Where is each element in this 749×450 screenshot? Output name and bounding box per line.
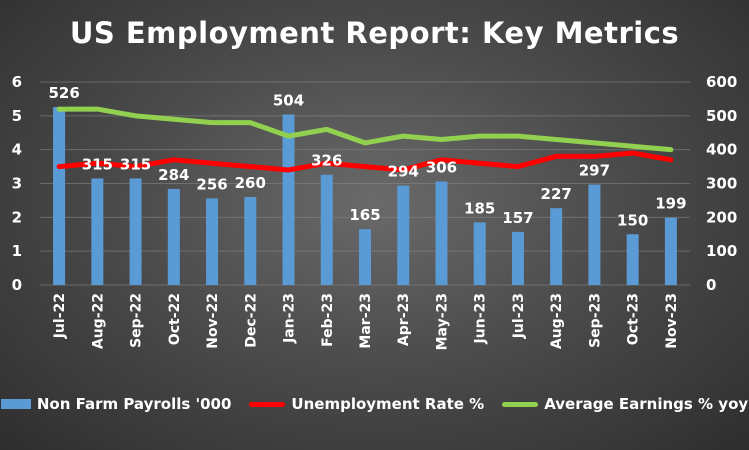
bar-data-label: 284 (158, 166, 189, 184)
bar (664, 217, 677, 285)
legend-item-unemployment: Unemployment Rate % (249, 395, 484, 413)
bar (473, 222, 486, 285)
bar-data-label: 315 (82, 155, 113, 173)
right-axis-tick: 200 (706, 208, 737, 226)
category-label: May-23 (434, 293, 450, 350)
bar-data-label: 227 (541, 185, 572, 203)
category-label: Sep-22 (129, 293, 145, 348)
bar (91, 178, 104, 285)
bar-data-label: 306 (426, 158, 457, 176)
bar-data-label: 297 (579, 162, 610, 180)
bar (626, 234, 639, 285)
bar (359, 229, 371, 285)
category-label: Dec-22 (243, 293, 259, 348)
left-axis-tick: 1 (12, 242, 22, 260)
bar-data-label: 199 (655, 195, 686, 213)
right-axis-tick: 400 (706, 141, 737, 159)
bar (129, 178, 142, 285)
bar (320, 174, 333, 285)
bar (167, 188, 180, 285)
bar-data-label: 150 (617, 211, 648, 229)
category-label: Jun-23 (473, 293, 489, 344)
bar-data-label: 504 (273, 91, 304, 109)
bar-data-label: 157 (502, 209, 533, 227)
category-label: Jan-23 (282, 293, 298, 344)
right-axis-tick: 300 (706, 175, 737, 193)
category-label: Jul-22 (52, 293, 68, 339)
bar (550, 208, 563, 285)
right-axis-tick: 500 (706, 107, 737, 125)
legend-label-earnings: Average Earnings % yoy (544, 395, 749, 413)
legend-label-payrolls: Non Farm Payrolls '000 (36, 395, 232, 413)
unemployment-line (56, 150, 674, 173)
left-axis-tick: 5 (12, 107, 22, 125)
bar-data-label: 326 (311, 152, 342, 170)
right-axis-tick: 600 (706, 73, 737, 91)
category-label: Jul-23 (511, 293, 527, 339)
bar (53, 107, 66, 285)
category-label: Sep-23 (587, 293, 603, 348)
left-axis-tick: 4 (12, 141, 22, 159)
bar (397, 185, 410, 285)
left-axis-tick: 3 (12, 175, 22, 193)
category-label: Mar-23 (358, 293, 374, 349)
right-axis-tick: 100 (706, 242, 737, 260)
category-label: Aug-22 (90, 293, 106, 349)
legend-item-payrolls: Non Farm Payrolls '000 (0, 395, 232, 413)
left-axis-tick: 6 (12, 73, 22, 91)
bar (206, 198, 219, 285)
bar (282, 114, 295, 285)
earnings-line (56, 106, 674, 153)
bar-data-label: 256 (196, 175, 227, 193)
left-axis-tick: 2 (12, 208, 22, 226)
bar (244, 197, 257, 285)
category-label: Oct-23 (626, 293, 642, 345)
bar-data-label: 185 (464, 199, 495, 217)
bar-data-label: 260 (235, 174, 266, 192)
category-label: Nov-22 (205, 293, 221, 349)
chart-title: US Employment Report: Key Metrics (69, 16, 680, 50)
legend-swatch-unemployment (249, 401, 286, 407)
bar-data-label: 526 (48, 84, 79, 102)
right-axis-tick: 0 (706, 276, 716, 294)
legend-label-unemployment: Unemployment Rate % (291, 395, 485, 413)
bar-data-label: 165 (349, 206, 380, 224)
category-label: Aug-23 (549, 293, 565, 349)
category-label: Oct-22 (167, 293, 183, 345)
bar (435, 181, 448, 285)
legend-swatch-earnings (502, 401, 539, 407)
bar (588, 184, 601, 285)
bar (511, 231, 524, 285)
legend-item-earnings: Average Earnings % yoy (502, 395, 748, 413)
category-label: Nov-23 (664, 293, 680, 349)
bar-data-label: 294 (388, 163, 419, 181)
bar-data-label: 315 (120, 155, 151, 173)
left-axis-tick: 0 (12, 276, 22, 294)
category-label: Feb-23 (320, 293, 336, 347)
legend: Non Farm Payrolls '000 Unemployment Rate… (0, 395, 749, 413)
category-label: Apr-23 (396, 293, 412, 346)
legend-swatch-payrolls (0, 399, 31, 409)
